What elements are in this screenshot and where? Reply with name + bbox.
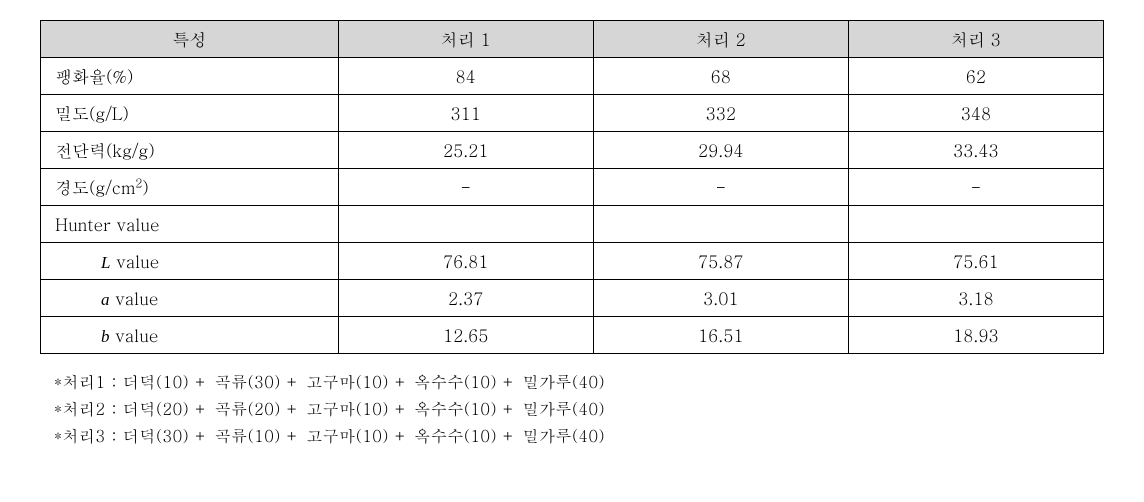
table-row: Hunter value — [41, 206, 1104, 243]
cell: 311 — [338, 95, 593, 132]
data-table: 특성 처리 1 처리 2 처리 3 팽화율(%)846862밀도(g/L)311… — [40, 20, 1104, 354]
cell — [848, 206, 1103, 243]
table-row: 팽화율(%)846862 — [41, 58, 1104, 95]
row-label: Hunter value — [41, 206, 339, 243]
table-row: b value12.6516.5118.93 — [41, 317, 1104, 354]
table-row: 경도(g/cm2)--- — [41, 169, 1104, 206]
cell: 2.37 — [338, 280, 593, 317]
row-label: 전단력(kg/g) — [41, 132, 339, 169]
cell: 3.01 — [593, 280, 848, 317]
cell: 33.43 — [848, 132, 1103, 169]
cell: 12.65 — [338, 317, 593, 354]
cell: 76.81 — [338, 243, 593, 280]
table-header-row: 특성 처리 1 처리 2 처리 3 — [41, 21, 1104, 58]
table-body: 팽화율(%)846862밀도(g/L)311332348전단력(kg/g)25.… — [41, 58, 1104, 354]
table-row: a value2.373.013.18 — [41, 280, 1104, 317]
row-label: 팽화율(%) — [41, 58, 339, 95]
cell: - — [593, 169, 848, 206]
footnote: *처리2 : 더덕(20) + 곡류(20) + 고구마(10) + 옥수수(1… — [54, 395, 1104, 422]
row-label: L value — [41, 243, 339, 280]
cell: 3.18 — [848, 280, 1103, 317]
footnote: *처리3 : 더덕(30) + 곡류(10) + 고구마(10) + 옥수수(1… — [54, 422, 1104, 449]
table-row: L value76.8175.8775.61 — [41, 243, 1104, 280]
cell — [338, 206, 593, 243]
cell: 348 — [848, 95, 1103, 132]
footnote: *처리1 : 더덕(10) + 곡류(30) + 고구마(10) + 옥수수(1… — [54, 368, 1104, 395]
cell: - — [848, 169, 1103, 206]
cell: 16.51 — [593, 317, 848, 354]
cell: 62 — [848, 58, 1103, 95]
row-label: 경도(g/cm2) — [41, 169, 339, 206]
cell: 75.61 — [848, 243, 1103, 280]
cell: 75.87 — [593, 243, 848, 280]
row-label: a value — [41, 280, 339, 317]
cell: 84 — [338, 58, 593, 95]
cell: 18.93 — [848, 317, 1103, 354]
table-row: 전단력(kg/g)25.2129.9433.43 — [41, 132, 1104, 169]
cell: 68 — [593, 58, 848, 95]
row-label: b value — [41, 317, 339, 354]
cell: 25.21 — [338, 132, 593, 169]
col-header: 처리 2 — [593, 21, 848, 58]
cell: 29.94 — [593, 132, 848, 169]
col-header: 처리 3 — [848, 21, 1103, 58]
footnotes: *처리1 : 더덕(10) + 곡류(30) + 고구마(10) + 옥수수(1… — [40, 368, 1104, 450]
col-header: 처리 1 — [338, 21, 593, 58]
row-label: 밀도(g/L) — [41, 95, 339, 132]
cell: 332 — [593, 95, 848, 132]
col-header: 특성 — [41, 21, 339, 58]
cell — [593, 206, 848, 243]
cell: - — [338, 169, 593, 206]
table-row: 밀도(g/L)311332348 — [41, 95, 1104, 132]
